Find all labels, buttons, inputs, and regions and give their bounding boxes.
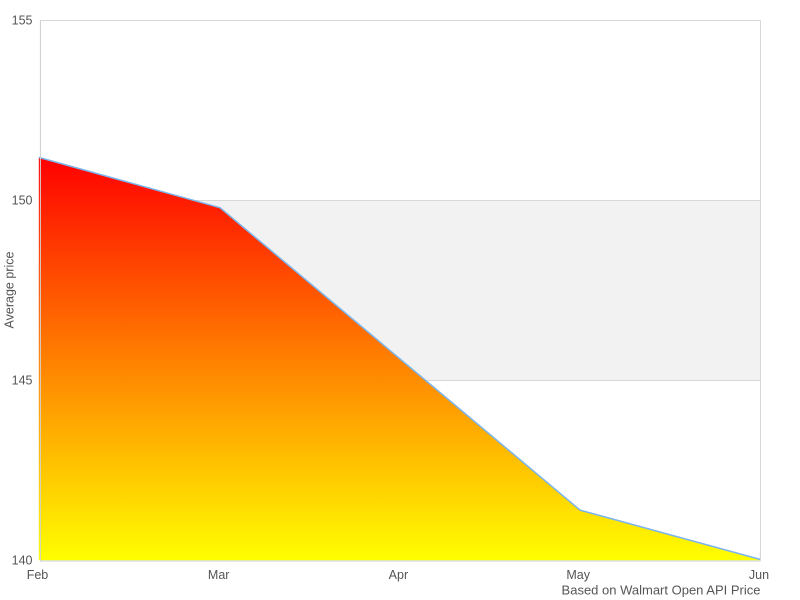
svg-text:Mar: Mar: [208, 568, 230, 582]
svg-text:150: 150: [12, 194, 33, 208]
svg-text:Based on Walmart Open API Pric: Based on Walmart Open API Price: [562, 583, 761, 598]
svg-text:Jun: Jun: [749, 568, 769, 582]
svg-text:Average price: Average price: [3, 252, 17, 329]
svg-text:145: 145: [12, 374, 33, 388]
svg-text:140: 140: [12, 554, 33, 568]
svg-text:May: May: [566, 568, 590, 582]
svg-text:155: 155: [12, 14, 33, 28]
svg-text:Feb: Feb: [27, 568, 49, 582]
svg-text:Apr: Apr: [389, 568, 408, 582]
